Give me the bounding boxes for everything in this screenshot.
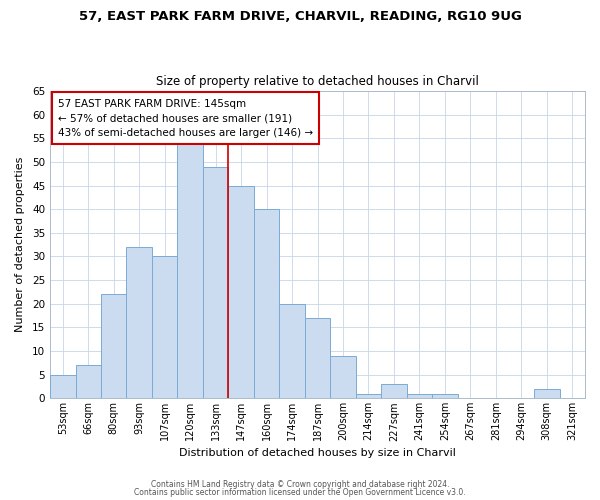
Text: 57, EAST PARK FARM DRIVE, CHARVIL, READING, RG10 9UG: 57, EAST PARK FARM DRIVE, CHARVIL, READI… <box>79 10 521 23</box>
Bar <box>203 166 229 398</box>
Bar <box>254 209 280 398</box>
Text: Contains HM Land Registry data © Crown copyright and database right 2024.: Contains HM Land Registry data © Crown c… <box>151 480 449 489</box>
Bar <box>152 256 178 398</box>
Bar <box>178 143 203 399</box>
Bar <box>305 318 330 398</box>
Bar <box>330 356 356 399</box>
Bar <box>127 247 152 398</box>
Bar <box>534 389 560 398</box>
Bar <box>50 374 76 398</box>
Bar <box>76 365 101 398</box>
Bar <box>432 394 458 398</box>
Y-axis label: Number of detached properties: Number of detached properties <box>15 157 25 332</box>
Title: Size of property relative to detached houses in Charvil: Size of property relative to detached ho… <box>156 76 479 88</box>
X-axis label: Distribution of detached houses by size in Charvil: Distribution of detached houses by size … <box>179 448 456 458</box>
Bar <box>356 394 381 398</box>
Text: Contains public sector information licensed under the Open Government Licence v3: Contains public sector information licen… <box>134 488 466 497</box>
Bar <box>101 294 127 399</box>
Bar <box>229 186 254 398</box>
Bar <box>381 384 407 398</box>
Text: 57 EAST PARK FARM DRIVE: 145sqm
← 57% of detached houses are smaller (191)
43% o: 57 EAST PARK FARM DRIVE: 145sqm ← 57% of… <box>58 98 313 138</box>
Bar <box>407 394 432 398</box>
Bar <box>280 304 305 398</box>
